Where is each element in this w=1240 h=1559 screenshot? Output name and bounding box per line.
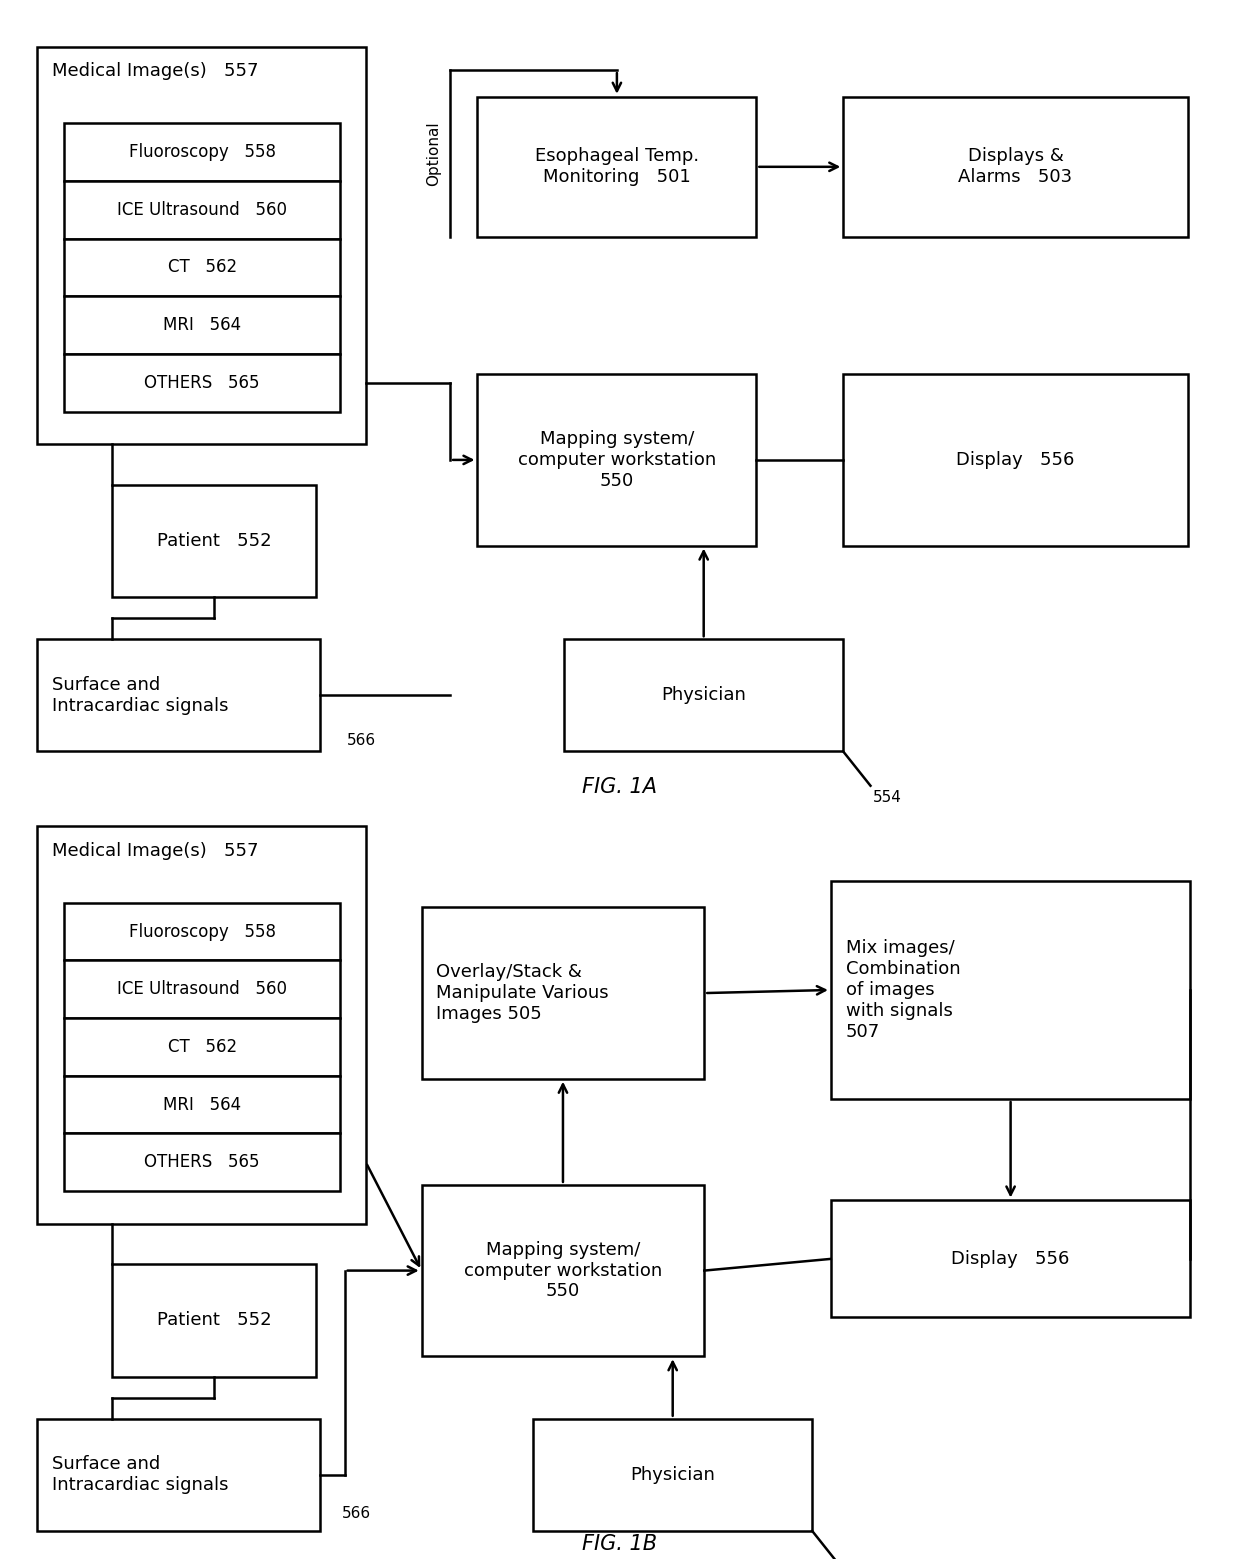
Bar (64, 296, 340, 354)
Text: 566: 566 (342, 1506, 371, 1522)
Bar (831, 1200, 1190, 1317)
Text: FIG. 1B: FIG. 1B (583, 1534, 657, 1554)
Bar (64, 1076, 340, 1133)
Text: Overlay/Stack &
Manipulate Various
Images 505: Overlay/Stack & Manipulate Various Image… (436, 963, 609, 1023)
Bar (422, 907, 704, 1079)
Bar (422, 1185, 704, 1356)
Text: Optional: Optional (427, 122, 441, 186)
Text: Mix images/
Combination
of images
with signals
507: Mix images/ Combination of images with s… (846, 940, 960, 1040)
Text: Mapping system/
computer workstation
550: Mapping system/ computer workstation 550 (464, 1241, 662, 1300)
Text: CT   562: CT 562 (167, 259, 237, 276)
Bar (64, 903, 340, 960)
Bar (37, 1419, 320, 1531)
Text: Patient   552: Patient 552 (156, 1311, 272, 1330)
Text: Physician: Physician (661, 686, 746, 705)
Bar (64, 960, 340, 1018)
Text: Patient   552: Patient 552 (156, 532, 272, 550)
Bar (37, 826, 366, 1224)
Bar (564, 639, 843, 751)
Text: OTHERS   565: OTHERS 565 (144, 1154, 260, 1171)
Text: CT   562: CT 562 (167, 1038, 237, 1055)
Bar (843, 374, 1188, 546)
Text: MRI   564: MRI 564 (162, 316, 242, 334)
Text: ICE Ultrasound   560: ICE Ultrasound 560 (117, 981, 288, 998)
Bar (533, 1419, 812, 1531)
Bar (64, 354, 340, 412)
Bar (112, 1264, 316, 1377)
Text: Medical Image(s)   557: Medical Image(s) 557 (52, 842, 259, 861)
Bar (64, 123, 340, 181)
Text: Physician: Physician (630, 1465, 715, 1484)
Text: Esophageal Temp.
Monitoring   501: Esophageal Temp. Monitoring 501 (534, 148, 699, 186)
Text: Medical Image(s)   557: Medical Image(s) 557 (52, 62, 259, 81)
Bar (477, 97, 756, 237)
Text: Fluoroscopy   558: Fluoroscopy 558 (129, 923, 275, 940)
Text: Surface and
Intracardiac signals: Surface and Intracardiac signals (52, 1456, 228, 1494)
Bar (37, 639, 320, 751)
Text: FIG. 1A: FIG. 1A (583, 778, 657, 797)
Text: 554: 554 (873, 790, 901, 806)
Text: Display   556: Display 556 (951, 1250, 1070, 1267)
Bar (477, 374, 756, 546)
Bar (843, 97, 1188, 237)
Text: Display   556: Display 556 (956, 451, 1075, 469)
Bar (64, 1133, 340, 1191)
Text: ICE Ultrasound   560: ICE Ultrasound 560 (117, 201, 288, 218)
Text: Surface and
Intracardiac signals: Surface and Intracardiac signals (52, 677, 228, 714)
Text: 566: 566 (347, 733, 376, 748)
Bar (831, 881, 1190, 1099)
Bar (64, 239, 340, 296)
Bar (64, 181, 340, 239)
Text: Fluoroscopy   558: Fluoroscopy 558 (129, 143, 275, 161)
Bar (37, 47, 366, 444)
Bar (64, 1018, 340, 1076)
Bar (112, 485, 316, 597)
Text: OTHERS   565: OTHERS 565 (144, 374, 260, 391)
Text: Displays &
Alarms   503: Displays & Alarms 503 (959, 148, 1073, 186)
Text: Mapping system/
computer workstation
550: Mapping system/ computer workstation 550 (518, 430, 715, 490)
Text: MRI   564: MRI 564 (162, 1096, 242, 1113)
